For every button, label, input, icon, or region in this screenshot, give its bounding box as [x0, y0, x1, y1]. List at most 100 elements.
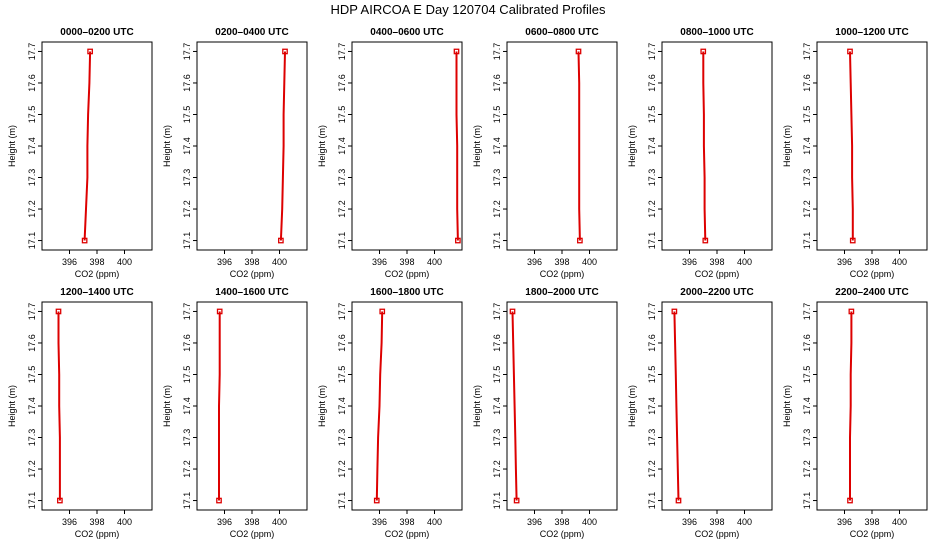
panel-8-series-line	[218, 311, 221, 501]
panel-4-title: 0600–0800 UTC	[525, 27, 598, 38]
panel-9-ytick-label: 17.3	[337, 429, 347, 447]
panel-7-series-line	[57, 311, 61, 501]
panel-9-ytick-label: 17.1	[337, 492, 347, 510]
panel-9-xlabel: CO2 (ppm)	[385, 529, 430, 539]
panel-3-marker	[453, 48, 460, 55]
panel-11-series-line	[673, 311, 680, 501]
panel-3-xtick-label: 400	[427, 257, 442, 267]
panel-10-xtick-label: 398	[554, 517, 569, 527]
panel-12-frame	[816, 301, 928, 511]
panel-12-xlabel: CO2 (ppm)	[850, 529, 895, 539]
panel-9-ytick-label: 17.6	[337, 334, 347, 352]
panel-5: 0800–1000 UTC 396 398 400 17.1 17.2 17.3 17.4 17…	[627, 27, 773, 279]
panel-3-series-line	[455, 51, 459, 241]
panel-3-frame	[351, 41, 463, 251]
panel-7-ytick-label: 17.1	[27, 492, 37, 510]
panel-8-title: 1400–1600 UTC	[215, 287, 288, 298]
panel-1-marker	[87, 48, 93, 55]
panel-9-marker	[379, 308, 386, 315]
panel-2-ytick-label: 17.4	[182, 137, 192, 155]
panel-4-ytick-label: 17.6	[492, 74, 502, 92]
panel-1-marker	[81, 237, 88, 244]
panel-11-ytick-label: 17.2	[647, 460, 657, 478]
figure-title: HDP AIRCOA E Day 120704 Calibrated Profi…	[330, 2, 606, 17]
panel-5-xtick-label: 396	[682, 257, 697, 267]
panel-4-ylabel: Height (m)	[472, 125, 482, 167]
panel-6-ytick-label: 17.5	[802, 106, 812, 124]
panel-1: 0000–0200 UTC 396 398 400 17.1 17.2 17.3 17.4 17…	[7, 27, 153, 279]
panel-3-ytick-label: 17.5	[337, 106, 347, 124]
panel-5-xtick-label: 398	[709, 257, 724, 267]
panel-4-ytick-label: 17.7	[492, 43, 502, 61]
panel-5-xlabel: CO2 (ppm)	[695, 269, 740, 279]
panel-3: 0400–0600 UTC 396 398 400 17.1 17.2 17.3 17.4 17…	[317, 27, 463, 279]
panel-2-xtick-label: 398	[244, 257, 259, 267]
panel-8-ytick-label: 17.2	[182, 460, 192, 478]
panel-12-xtick-label: 400	[892, 517, 907, 527]
panel-3-title: 0400–0600 UTC	[370, 27, 443, 38]
panel-12-ytick-label: 17.5	[802, 366, 812, 384]
panel-9-title: 1600–1800 UTC	[370, 287, 443, 298]
panel-10-title: 1800–2000 UTC	[525, 287, 598, 298]
panel-7-marker	[57, 497, 63, 504]
panel-12-marker	[848, 308, 855, 315]
panel-1-ytick-label: 17.2	[27, 200, 37, 218]
panel-6-xtick-label: 396	[837, 257, 852, 267]
panel-12-xtick-label: 398	[864, 517, 879, 527]
panel-5-ytick-label: 17.4	[647, 137, 657, 155]
panel-1-xtick-label: 400	[117, 257, 132, 267]
panel-12-marker	[847, 497, 853, 504]
panel-2: 0200–0400 UTC 396 398 400 17.1 17.2 17.3 17.4 17…	[162, 27, 308, 279]
panel-7: 1200–1400 UTC 396 398 400 17.1 17.2 17.3 17.4 17…	[7, 287, 153, 539]
panel-11-xtick-label: 398	[709, 517, 724, 527]
panel-8-marker	[216, 308, 223, 315]
panel-1-xlabel: CO2 (ppm)	[75, 269, 120, 279]
panel-2-ytick-label: 17.6	[182, 74, 192, 92]
panel-2-title: 0200–0400 UTC	[215, 27, 288, 38]
panel-1-frame	[41, 41, 153, 251]
panel-6-ytick-label: 17.6	[802, 74, 812, 92]
panel-5-ytick-label: 17.7	[647, 43, 657, 61]
panel-7-ytick-label: 17.7	[27, 303, 37, 321]
panel-6-marker	[849, 237, 856, 244]
panel-2-ytick-label: 17.1	[182, 232, 192, 250]
panel-2-xtick-label: 396	[217, 257, 232, 267]
panel-5-frame	[661, 41, 773, 251]
panel-11-xtick-label: 400	[737, 517, 752, 527]
panel-8-ytick-label: 17.6	[182, 334, 192, 352]
panel-5-series-line	[702, 51, 707, 241]
panel-10-ytick-label: 17.7	[492, 303, 502, 321]
panel-12-xtick-label: 396	[837, 517, 852, 527]
panel-8-ytick-label: 17.5	[182, 366, 192, 384]
panel-4: 0600–0800 UTC 396 398 400 17.1 17.2 17.3 17.4 17…	[472, 27, 618, 279]
panel-8-ytick-label: 17.4	[182, 397, 192, 415]
panel-9-ylabel: Height (m)	[317, 385, 327, 427]
panel-7-xtick-label: 396	[62, 517, 77, 527]
panel-9: 1600–1800 UTC 396 398 400 17.1 17.2 17.3 17.4 17…	[317, 287, 463, 539]
panel-11-marker	[675, 497, 682, 504]
panel-9-xtick-label: 396	[372, 517, 387, 527]
panel-7-xtick-label: 400	[117, 517, 132, 527]
panel-6-xtick-label: 400	[892, 257, 907, 267]
panel-10-ytick-label: 17.2	[492, 460, 502, 478]
panel-4-xtick-label: 398	[554, 257, 569, 267]
panel-11-ytick-label: 17.1	[647, 492, 657, 510]
panel-4-series-line	[577, 51, 581, 241]
panel-5-ytick-label: 17.6	[647, 74, 657, 92]
panel-2-xlabel: CO2 (ppm)	[230, 269, 275, 279]
panel-9-xtick-label: 400	[427, 517, 442, 527]
panel-11-xlabel: CO2 (ppm)	[695, 529, 740, 539]
panel-8-ytick-label: 17.7	[182, 303, 192, 321]
panel-5-marker	[702, 237, 709, 244]
panel-2-series-line	[279, 51, 286, 241]
panel-8: 1400–1600 UTC 396 398 400 17.1 17.2 17.3 17.4 17…	[162, 287, 308, 539]
panel-8-xtick-label: 398	[244, 517, 259, 527]
panel-11-ytick-label: 17.6	[647, 334, 657, 352]
panel-3-ylabel: Height (m)	[317, 125, 327, 167]
panel-11-ytick-label: 17.3	[647, 429, 657, 447]
panel-9-ytick-label: 17.4	[337, 397, 347, 415]
panel-2-xtick-label: 400	[272, 257, 287, 267]
panel-10-ytick-label: 17.1	[492, 492, 502, 510]
panel-1-ytick-label: 17.3	[27, 169, 37, 187]
